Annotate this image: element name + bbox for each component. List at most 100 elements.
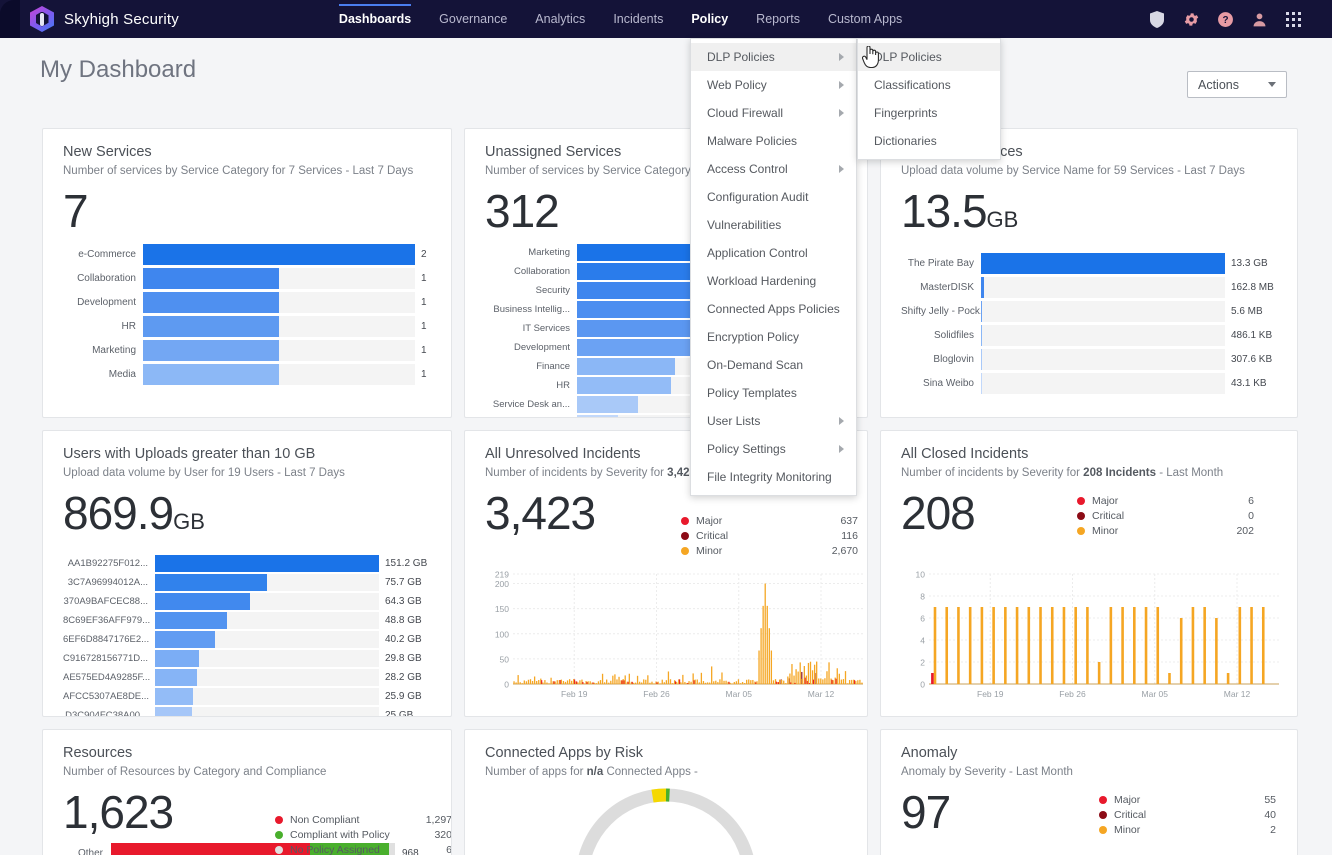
bar-label: Media [108, 369, 136, 380]
card-subtitle: Number of incidents by Severity for 3,42… [485, 467, 696, 479]
bar-track [155, 669, 379, 686]
legend-row: Major 55 [1099, 792, 1276, 807]
card-unit: GB [986, 207, 1019, 232]
bar-value: 43.1 KB [1231, 378, 1267, 389]
card-title: Resources [63, 745, 133, 761]
nav-item-incidents[interactable]: Incidents [599, 0, 677, 38]
bar-label: e-Commerce [78, 249, 136, 260]
svg-text:Feb 26: Feb 26 [1059, 689, 1086, 699]
bar-fill [143, 316, 279, 337]
gear-icon[interactable] [1182, 10, 1200, 28]
menu-item-user-lists[interactable]: User Lists [691, 407, 856, 435]
bar-fill [981, 277, 984, 298]
nav-item-policy[interactable]: Policy [677, 0, 742, 38]
bar-row: C916728156771D... 29.8 GB [63, 650, 435, 667]
bar-label: HR [556, 380, 570, 391]
menu-item-workload-hardening[interactable]: Workload Hardening [691, 267, 856, 295]
nav-item-label: Analytics [535, 12, 586, 26]
bar-chart-new-services: e-Commerce 2 Collaboration 1 Development 1 HR 1… [63, 244, 435, 385]
bar-fill [155, 650, 200, 667]
menu-item-policy-settings[interactable]: Policy Settings [691, 435, 856, 463]
nav-item-reports[interactable]: Reports [742, 0, 814, 38]
bar-track [155, 688, 379, 705]
svg-text:0: 0 [504, 680, 509, 690]
apps-grid-icon[interactable] [1284, 10, 1302, 28]
nav-item-governance[interactable]: Governance [425, 0, 521, 38]
bar-value: 40.2 GB [385, 634, 422, 645]
bar-label: Bloglovin [933, 354, 974, 365]
bar-value: 307.6 KB [1231, 354, 1273, 365]
menu-item-policy-templates[interactable]: Policy Templates [691, 379, 856, 407]
menu-item-label: Dictionaries [874, 134, 937, 148]
bar-fill [155, 707, 192, 716]
legend-value: 6 [1248, 494, 1254, 507]
legend-color-dot [681, 531, 689, 540]
bar-value: 1 [421, 297, 427, 308]
menu-item-file-integrity-monitoring[interactable]: File Integrity Monitoring [691, 463, 856, 491]
submenu-item-classifications[interactable]: Classifications [858, 71, 1000, 99]
card-big-number: 7 [63, 185, 89, 237]
brand-name: Skyhigh Security [64, 10, 179, 28]
legend-row: Critical 116 [681, 528, 858, 543]
bar-label: 370A9BAFCEC88... [63, 596, 149, 607]
menu-item-cloud-firewall[interactable]: Cloud Firewall [691, 99, 856, 127]
menu-item-connected-apps-policies[interactable]: Connected Apps Policies [691, 295, 856, 323]
card-new-services: New Services Number of services by Servi… [42, 128, 452, 418]
bar-track [143, 340, 415, 361]
menu-item-dlp-policies[interactable]: DLP Policies [691, 43, 856, 71]
bar-label: 6EF6D8847176E2... [63, 634, 150, 645]
menu-item-label: Policy Settings [707, 442, 786, 456]
chevron-right-icon [839, 417, 844, 425]
submenu-item-dlp-policies[interactable]: DLP Policies [858, 43, 1000, 71]
menu-item-web-policy[interactable]: Web Policy [691, 71, 856, 99]
bar-fill [155, 669, 197, 686]
card-subtitle: Number of Resources by Category and Comp… [63, 766, 327, 778]
svg-text:4: 4 [920, 636, 925, 646]
help-icon[interactable]: ? [1216, 10, 1234, 28]
bar-label: Shifty Jelly - Pock... [901, 306, 981, 317]
bar-value: 2 [421, 249, 427, 260]
menu-item-configuration-audit[interactable]: Configuration Audit [691, 183, 856, 211]
submenu-item-dictionaries[interactable]: Dictionaries [858, 127, 1000, 155]
legend-row: No Policy Assigned 6 [275, 842, 451, 855]
bar-label: AFCC5307AE8DE... [63, 691, 150, 702]
bar-track [143, 268, 415, 289]
legend-row: Non Compliant 1,297 [275, 812, 452, 827]
nav-item-custom-apps[interactable]: Custom Apps [814, 0, 916, 38]
bar-fill [143, 244, 415, 265]
bar-value: 75.7 GB [385, 577, 422, 588]
menu-item-application-control[interactable]: Application Control [691, 239, 856, 267]
chevron-right-icon [839, 109, 844, 117]
menu-item-malware-policies[interactable]: Malware Policies [691, 127, 856, 155]
svg-text:150: 150 [495, 604, 509, 614]
bar-fill [577, 415, 619, 417]
nav-item-analytics[interactable]: Analytics [521, 0, 599, 38]
card-subtitle: Upload data volume by Service Name for 5… [901, 165, 1245, 177]
menu-item-vulnerabilities[interactable]: Vulnerabilities [691, 211, 856, 239]
legend-value: 1,297 [425, 813, 452, 826]
shield-icon[interactable] [1148, 10, 1166, 28]
brand[interactable]: Skyhigh Security [30, 6, 179, 32]
bar-row: 8C69EF36AFF979... 48.8 GB [63, 612, 435, 629]
bar-value: 1 [421, 345, 427, 356]
submenu-item-fingerprints[interactable]: Fingerprints [858, 99, 1000, 127]
legend-row: Critical 40 [1099, 807, 1276, 822]
card-subtitle: Anomaly by Severity - Last Month [901, 766, 1073, 778]
menu-item-on-demand-scan[interactable]: On-Demand Scan [691, 351, 856, 379]
menu-item-label: Cloud Firewall [707, 106, 784, 120]
dlp-policies-submenu[interactable]: DLP Policies Classifications Fingerprints D… [857, 38, 1001, 160]
menu-item-access-control[interactable]: Access Control [691, 155, 856, 183]
svg-text:Mar 05: Mar 05 [1142, 689, 1169, 699]
user-icon[interactable] [1250, 10, 1268, 28]
policy-menu-level1[interactable]: DLP Policies Web Policy Cloud Firewall Malw… [690, 38, 857, 496]
card-unit: GB [173, 509, 205, 534]
actions-button[interactable]: Actions [1187, 71, 1287, 98]
legend-resources: Non Compliant 1,297 Compliant with Policy 3… [275, 812, 452, 855]
bar-row: AE575ED4A9285F... 28.2 GB [63, 669, 435, 686]
legend-row: Major 637 [681, 513, 858, 528]
bar-track [155, 650, 379, 667]
nav-item-dashboards[interactable]: Dashboards [325, 0, 425, 38]
legend-value: 55 [1264, 793, 1276, 806]
bar-row: The Pirate Bay 13.3 GB [901, 253, 1281, 274]
menu-item-encryption-policy[interactable]: Encryption Policy [691, 323, 856, 351]
